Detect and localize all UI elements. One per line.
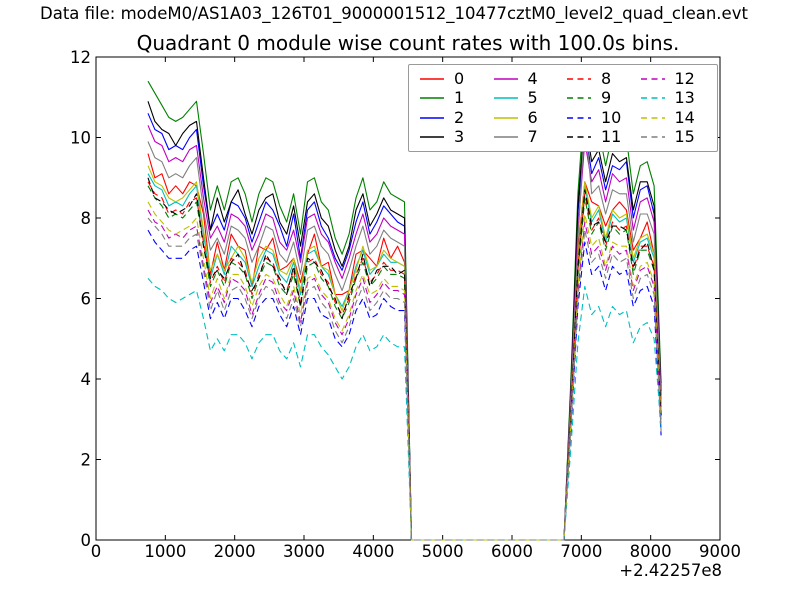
legend-entry: 15 xyxy=(640,128,714,148)
legend-line-sample xyxy=(420,97,444,99)
series-line-12 xyxy=(147,209,662,541)
legend-entry: 8 xyxy=(566,69,640,89)
x-axis-tick-label: 9000 xyxy=(699,542,741,561)
legend-entry: 1 xyxy=(419,89,493,109)
legend-entry-label: 0 xyxy=(454,68,465,88)
legend-entry: 13 xyxy=(640,89,714,109)
legend-entry-label: 14 xyxy=(674,107,695,127)
legend-entry-label: 15 xyxy=(674,127,695,147)
legend-line-sample xyxy=(420,117,444,119)
series-line-5 xyxy=(147,173,662,541)
data-file-label: Data file: modeM0/AS1A03_126T01_90000015… xyxy=(40,4,748,23)
series-line-13 xyxy=(147,278,662,541)
legend-entry-label: 11 xyxy=(601,127,622,147)
legend-entry-label: 10 xyxy=(601,107,622,127)
legend-entry: 3 xyxy=(419,128,493,148)
legend-line-sample xyxy=(493,117,518,119)
legend-entry-label: 13 xyxy=(674,88,695,108)
x-axis-tick-label: 7000 xyxy=(560,542,602,561)
series-line-10 xyxy=(147,229,662,541)
legend-entry-label: 1 xyxy=(454,88,465,108)
x-axis-tick-label: 0 xyxy=(91,542,102,561)
legend-entry: 0 xyxy=(419,69,493,89)
legend-entry: 7 xyxy=(493,128,567,148)
legend-line-sample xyxy=(567,78,591,80)
legend-entry: 11 xyxy=(566,128,640,148)
legend-entry: 2 xyxy=(419,108,493,128)
legend-entry: 5 xyxy=(493,89,567,109)
legend-entry-label: 2 xyxy=(454,107,465,127)
legend-entry: 4 xyxy=(493,69,567,89)
legend-entry: 6 xyxy=(493,108,567,128)
series-line-4 xyxy=(147,125,662,541)
x-axis-tick-label: 1000 xyxy=(144,542,186,561)
x-axis-tick-label: 2000 xyxy=(214,542,256,561)
series-line-14 xyxy=(147,201,662,541)
legend-entry-label: 9 xyxy=(601,88,612,108)
y-axis-tick-label: 6 xyxy=(81,290,92,309)
y-axis-tick-label: 4 xyxy=(81,370,92,389)
legend-entry-label: 4 xyxy=(527,68,538,88)
y-axis-tick-label: 10 xyxy=(70,129,91,148)
chart-title: Quadrant 0 module wise count rates with … xyxy=(137,31,680,55)
legend-line-sample xyxy=(640,97,665,99)
legend-line-sample xyxy=(493,78,518,80)
legend-entry-label: 12 xyxy=(674,68,695,88)
series-line-3 xyxy=(147,101,662,541)
y-axis-tick-label: 2 xyxy=(81,451,92,470)
series-line-9 xyxy=(147,185,662,541)
x-axis-tick-label: 5000 xyxy=(422,542,464,561)
legend-entry-label: 7 xyxy=(527,127,538,147)
legend-line-sample xyxy=(640,117,665,119)
legend-line-sample xyxy=(640,136,665,138)
y-axis-tick-label: 8 xyxy=(81,209,92,228)
series-line-7 xyxy=(147,116,662,541)
x-axis-tick-label: 3000 xyxy=(283,542,325,561)
y-axis-tick-label: 12 xyxy=(70,48,91,67)
legend-line-sample xyxy=(567,136,591,138)
legend-line-sample xyxy=(640,78,665,80)
legend-entry-label: 8 xyxy=(601,68,612,88)
legend-entry: 12 xyxy=(640,69,714,89)
legend-line-sample xyxy=(420,136,444,138)
x-axis-tick-label: 4000 xyxy=(352,542,394,561)
x-axis-tick-label: 8000 xyxy=(630,542,672,561)
legend-entry-label: 3 xyxy=(454,127,465,147)
legend-entry: 9 xyxy=(566,89,640,109)
series-line-11 xyxy=(147,177,662,541)
series-line-6 xyxy=(147,165,662,541)
legend-line-sample xyxy=(567,117,591,119)
legend: 0 1 2 3 4 5 6 7 8 9 10 11 12 13 14 15 xyxy=(408,64,718,152)
legend-entry-label: 6 xyxy=(527,107,538,127)
legend-line-sample xyxy=(420,78,444,80)
legend-line-sample xyxy=(493,136,518,138)
series-line-15 xyxy=(147,217,662,541)
x-axis-offset-label: +2.42257e8 xyxy=(619,561,722,580)
legend-entry-label: 5 xyxy=(527,88,538,108)
legend-entry: 10 xyxy=(566,108,640,128)
legend-line-sample xyxy=(493,97,518,99)
legend-entry: 14 xyxy=(640,108,714,128)
x-axis-tick-label: 6000 xyxy=(491,542,533,561)
y-axis-tick-label: 0 xyxy=(81,531,92,550)
legend-line-sample xyxy=(567,97,591,99)
